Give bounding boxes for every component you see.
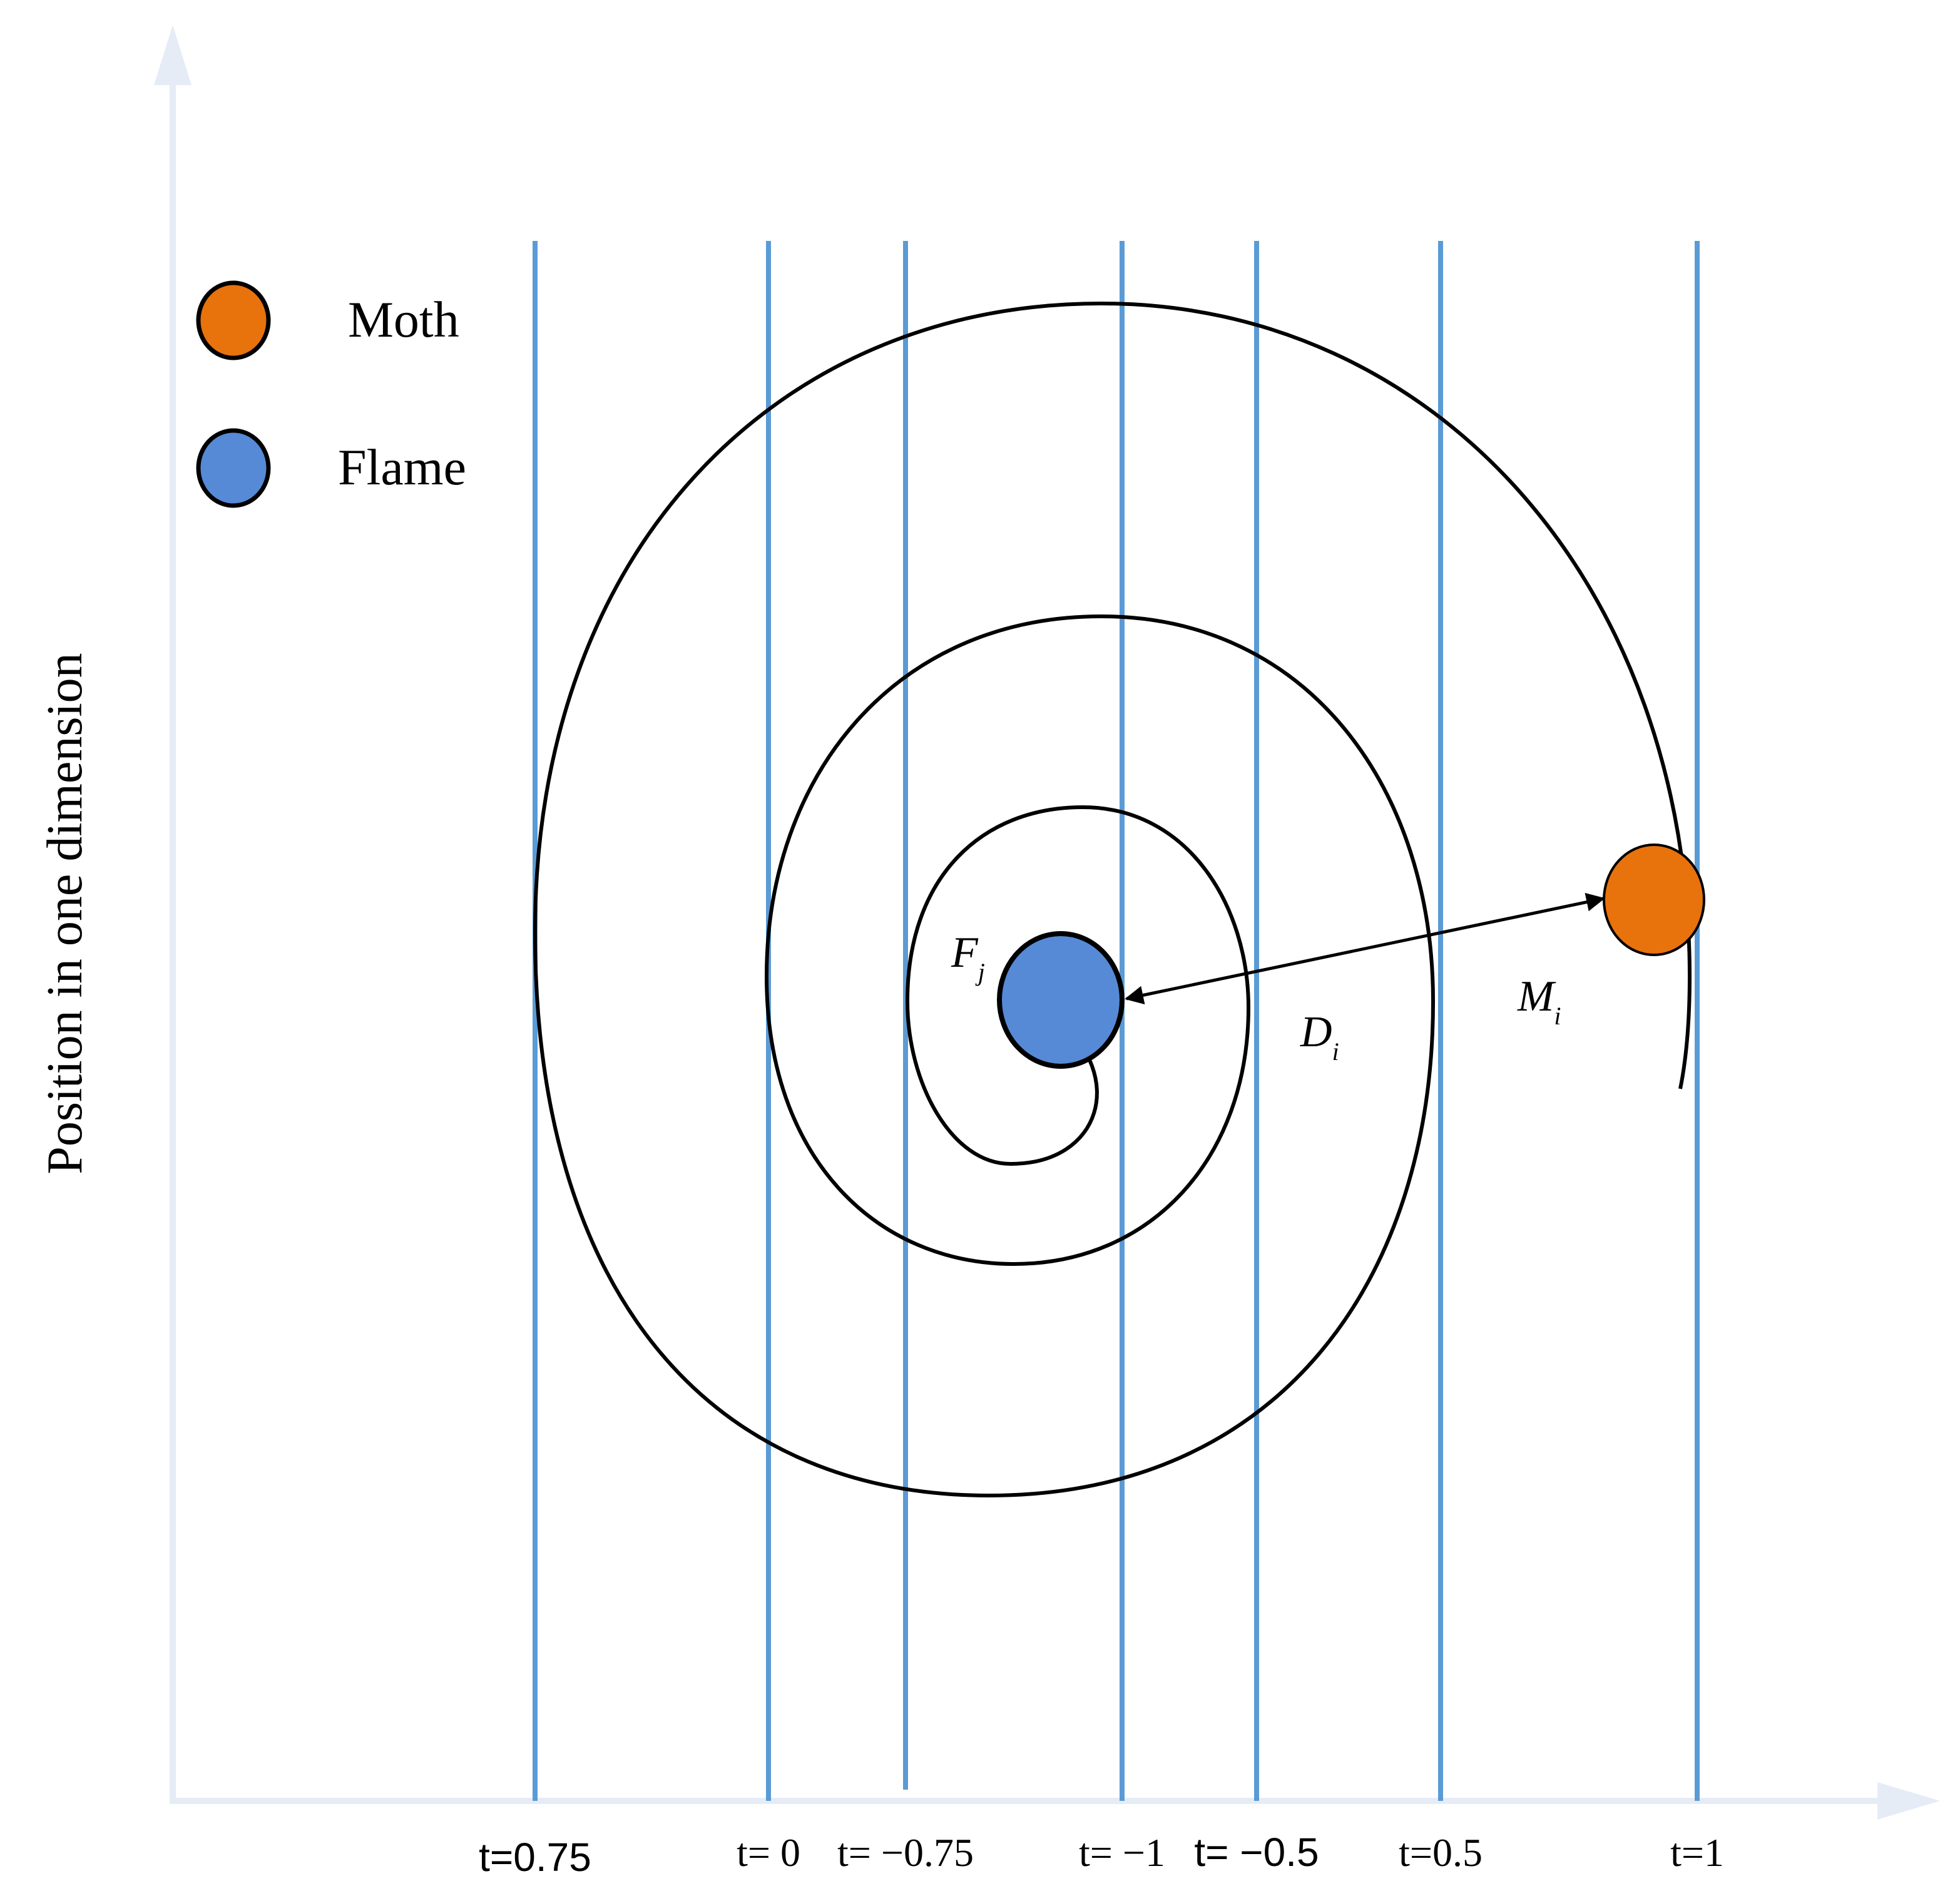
axes [154, 25, 1940, 1820]
legend: Moth Flame [196, 280, 466, 508]
distance-annotation: Di [1300, 1008, 1339, 1066]
legend-flame-label: Flame [338, 439, 466, 496]
t-label: t= 0 [737, 1830, 800, 1875]
t-label: t=1 [1670, 1830, 1724, 1875]
flame-symbol: F [951, 929, 979, 977]
t-label: t=0.75 [479, 1835, 591, 1880]
distance-symbol: D [1300, 1008, 1332, 1056]
legend-moth-swatch [196, 280, 271, 360]
t-label: t= −0.5 [1194, 1830, 1319, 1875]
t-label: t=0.5 [1399, 1830, 1483, 1875]
t-label: t= −0.75 [837, 1830, 974, 1875]
legend-flame-swatch [196, 428, 271, 508]
y-axis-label: Position in one dimension [38, 653, 93, 1174]
t-label: t= −1 [1079, 1830, 1165, 1875]
t-labels: t=0.75 t= 0 t= −0.75 t= −1 t= −0.5 t=0.5 t=1 [479, 1830, 1724, 1880]
moth-subscript: i [1554, 1002, 1561, 1030]
distance-subscript: i [1332, 1037, 1339, 1066]
distance-arrow [1125, 892, 1605, 1005]
x-axis-arrow [1877, 1782, 1940, 1820]
flame-annotation: Fj [951, 929, 985, 986]
flame-circle [997, 931, 1125, 1069]
y-axis-arrow [154, 25, 191, 85]
flame-subscript: j [975, 958, 985, 986]
legend-moth-label: Moth [348, 291, 459, 348]
moth-symbol: M [1517, 972, 1556, 1021]
moth-circle [1603, 844, 1705, 956]
moth-annotation: Mi [1517, 972, 1561, 1030]
spiral-path [533, 301, 1692, 1498]
